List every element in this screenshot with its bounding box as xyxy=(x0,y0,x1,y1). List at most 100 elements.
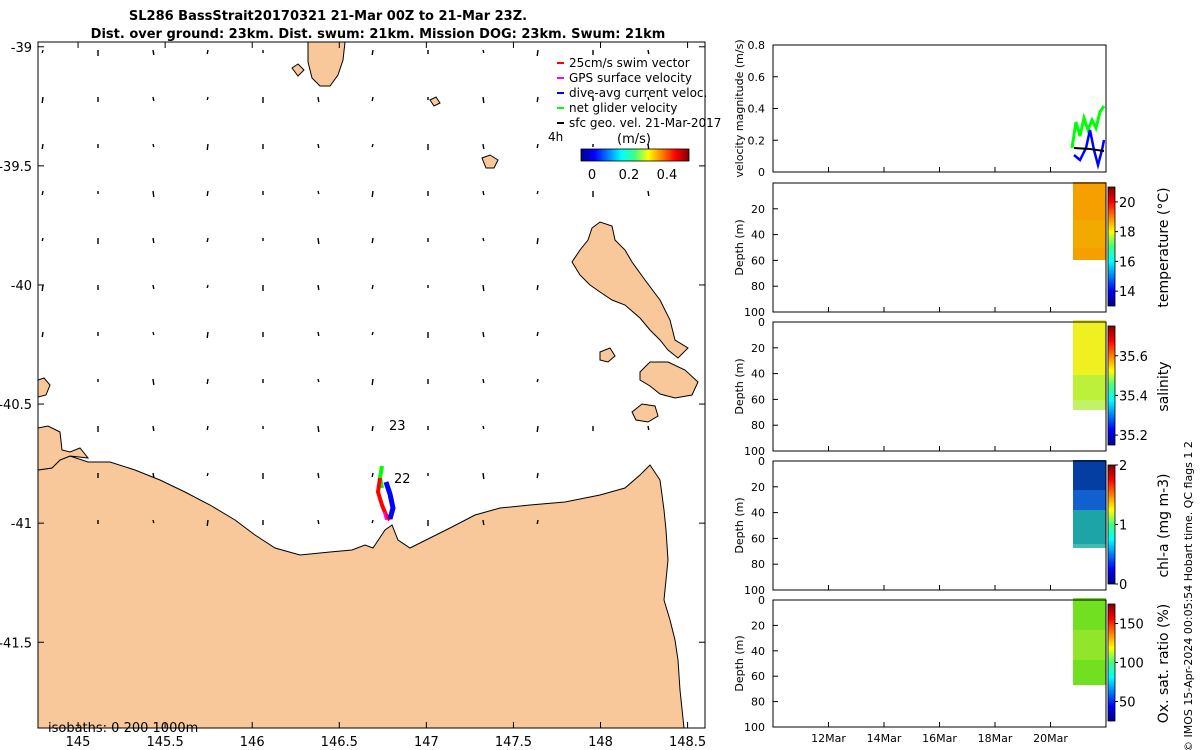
colorbar-tick-0: 0 xyxy=(588,168,596,183)
current-vector xyxy=(482,190,485,196)
map-ytick-label: -39 xyxy=(11,41,32,56)
track-label-22: 22 xyxy=(394,472,411,487)
panel-frame xyxy=(772,460,1107,591)
panel-ylabel: velocity magnitude (m/s) xyxy=(733,39,746,177)
current-vector xyxy=(206,237,209,243)
panel-ytick-label: 0 xyxy=(758,594,765,607)
panel-ylabel: Depth (m) xyxy=(733,219,746,275)
colorbar-tick-label: 35.4 xyxy=(1119,389,1148,404)
time-scale-label: 4h xyxy=(548,130,563,144)
map-ytick-label: -39.5 xyxy=(0,160,32,175)
panel-ytick-label: 0 xyxy=(758,316,765,329)
current-vector xyxy=(536,49,539,57)
land-clarke-island xyxy=(631,403,659,423)
current-vector xyxy=(371,49,374,56)
panel-ytick-label: 100 xyxy=(744,445,765,458)
colorbar-tick-label: 20 xyxy=(1119,196,1136,211)
current-vector xyxy=(206,472,209,477)
panel-ytick-label: 40 xyxy=(751,229,765,242)
current-vector xyxy=(536,96,539,103)
current-vector xyxy=(317,378,320,383)
map-x-axis: 145 145.5 146 146.5 147 147.5 148 148.5 xyxy=(66,42,706,750)
colorbar-tick-label: 100 xyxy=(1119,657,1144,672)
current-vector xyxy=(647,49,650,55)
panel-ytick-label: 40 xyxy=(751,507,765,520)
track-swim-vector xyxy=(375,477,392,522)
credit-text: © IMOS 15-Apr-2024 00:05:54 Hobart time.… xyxy=(1182,441,1195,750)
panel-ytick-label: 0.8 xyxy=(748,39,766,52)
current-vector xyxy=(152,284,155,290)
current-vector xyxy=(317,143,320,149)
panel-ytick-label: 20 xyxy=(751,481,765,494)
current-vector xyxy=(41,284,44,292)
current-vector xyxy=(371,519,374,524)
panel-ylabel: Depth (m) xyxy=(733,358,746,414)
current-vector xyxy=(317,425,320,433)
land-islet-kent xyxy=(481,154,499,169)
colorbar-tick-label: 16 xyxy=(1119,255,1136,270)
panel-ytick-label: 80 xyxy=(751,558,765,571)
panel-colorbar xyxy=(1107,603,1116,722)
legend-label-sfc: sfc geo. vel. 21-Mar-2017 xyxy=(569,116,721,130)
colorbar-tick-label: 18 xyxy=(1119,226,1136,241)
series-dive-current xyxy=(1073,129,1106,170)
glider-track xyxy=(375,465,396,522)
heatmap-oxygen-layer xyxy=(1073,630,1106,660)
legend-label-dive: dive-avg current veloc. xyxy=(569,86,707,100)
panel-ytick-label: 80 xyxy=(751,280,765,293)
current-vector xyxy=(536,237,539,245)
current-vector xyxy=(41,96,44,104)
current-vector xyxy=(482,237,485,242)
title-line-1: SL286 BassStrait20170321 21-Mar 00Z to 2… xyxy=(129,9,527,24)
panel-ytick-label: 100 xyxy=(744,306,765,319)
time-tick-label: 18Mar xyxy=(978,732,1013,745)
current-vector xyxy=(206,49,209,55)
map-xtick-label: 147 xyxy=(414,735,439,750)
current-vector xyxy=(206,284,209,289)
current-vector xyxy=(152,96,155,102)
track-gps-velocity xyxy=(383,511,387,521)
panel-ytick-label: 60 xyxy=(751,254,765,267)
panel-colorbar xyxy=(1107,325,1116,446)
current-vector xyxy=(482,284,485,292)
current-vector xyxy=(152,331,155,336)
current-vector xyxy=(647,425,650,431)
panel-ytick-label: 0.4 xyxy=(748,103,766,116)
map-xtick-label: 148.5 xyxy=(669,735,706,750)
land-islet-north xyxy=(291,63,305,77)
land-nw-islet xyxy=(38,377,51,398)
current-vector xyxy=(482,519,485,526)
panel-ytick-label: 40 xyxy=(751,645,765,658)
panel-frame xyxy=(772,44,1107,173)
map-frame xyxy=(37,41,706,729)
track-dive-current xyxy=(383,481,396,520)
colorbar-tick-label: 1 xyxy=(1119,519,1127,534)
panel-ytick-label: 80 xyxy=(751,696,765,709)
current-vector xyxy=(152,378,155,386)
current-vector xyxy=(371,472,374,478)
current-vector xyxy=(206,425,209,431)
current-vector xyxy=(152,237,155,244)
map-xtick-label: 148 xyxy=(588,735,613,750)
current-vector xyxy=(152,143,155,148)
current-vector xyxy=(206,331,209,339)
coastline-east xyxy=(708,42,716,82)
current-vector xyxy=(206,378,209,385)
legend-label-net: net glider velocity xyxy=(569,101,677,115)
land-islet-mid xyxy=(429,96,441,107)
panel-ytick-label: 0.2 xyxy=(748,134,766,147)
current-vector xyxy=(371,96,374,102)
current-vector xyxy=(317,519,320,525)
current-vector xyxy=(536,331,539,337)
land-nw-point xyxy=(38,425,90,471)
current-vector xyxy=(371,143,374,148)
map-ytick-label: -40 xyxy=(11,279,32,294)
current-vector xyxy=(371,284,374,290)
time-tick-label: 12Mar xyxy=(811,732,846,745)
current-vector xyxy=(647,96,650,101)
current-vector xyxy=(536,190,539,195)
current-vector xyxy=(482,472,485,480)
land-cape-barren-island xyxy=(639,361,699,399)
land-tasmania xyxy=(38,455,685,728)
